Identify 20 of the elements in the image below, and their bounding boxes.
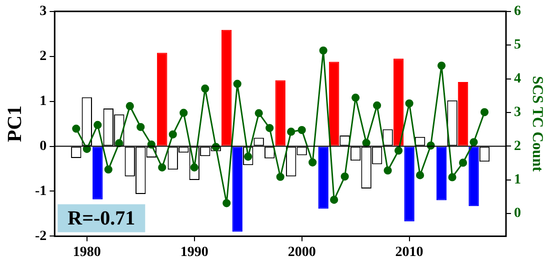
y2-tick-label: 4: [514, 71, 521, 86]
y2-tick-label: 5: [514, 38, 521, 53]
x-tick-label: 1990: [180, 245, 208, 260]
y2-tick-label: 3: [514, 105, 521, 120]
y2-tick-label: 6: [514, 4, 521, 20]
y-tick-label: -1: [34, 184, 47, 199]
y-axis-title: PC1: [4, 105, 26, 142]
x-tick-label: 2010: [395, 245, 424, 260]
x-tick-label: 1980: [72, 245, 101, 260]
y-tick-label: 2: [40, 48, 47, 64]
y2-axis-title: SCS TC Count: [529, 76, 546, 172]
x-tick-label: 2000: [288, 245, 316, 260]
y-tick-label: 3: [40, 4, 47, 20]
y-tick-label: 0: [40, 138, 47, 154]
y2-tick-label: 0: [514, 206, 521, 222]
annotation: R=-0.71: [68, 207, 136, 230]
y2-tick-label: 1: [514, 172, 521, 188]
y2-tick-label: 2: [514, 138, 521, 154]
y-tick-label: -2: [34, 228, 47, 244]
y-tick-label: 1: [40, 94, 47, 109]
